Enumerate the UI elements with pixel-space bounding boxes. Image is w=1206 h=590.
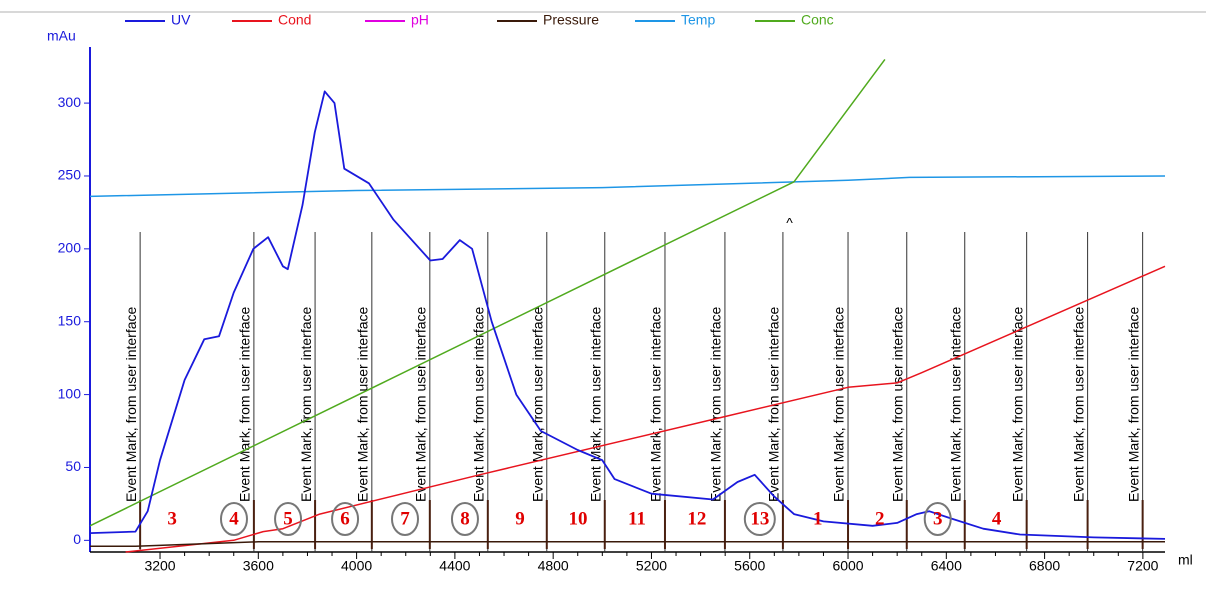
event-label: Event Mark, from user interface [889, 306, 905, 502]
fraction-label: 12 [687, 508, 706, 529]
y-tick-label: 300 [58, 94, 82, 110]
event-label: Event Mark, from user interface [529, 306, 545, 502]
event-label: Event Mark, from user interface [587, 306, 603, 502]
x-axis-label: ml [1178, 552, 1193, 568]
fraction-label: 4 [992, 508, 1002, 529]
event-label: Event Mark, from user interface [471, 306, 487, 502]
event-label: Event Mark, from user interface [298, 306, 314, 502]
event-label: Event Mark, from user interface [123, 306, 139, 502]
x-tick-label: 6400 [931, 558, 962, 574]
event-label: Event Mark, from user interface [237, 306, 253, 502]
series-line [90, 541, 1165, 547]
event-label: Event Mark, from user interface [947, 306, 963, 502]
fraction-circle [274, 502, 303, 536]
y-tick-label: 50 [65, 458, 81, 474]
event-label: Event Mark, from user interface [355, 306, 371, 502]
x-tick-label: 5600 [734, 558, 765, 574]
fraction-circle [391, 502, 420, 536]
fraction-circle [743, 502, 776, 536]
fraction-label: 8 [460, 508, 470, 529]
legend-label: Cond [278, 12, 311, 28]
x-tick-label: 6800 [1029, 558, 1060, 574]
fraction-circle [923, 502, 952, 536]
fraction-label: 9 [515, 508, 525, 529]
fraction-label: 3 [933, 508, 943, 529]
series-line [125, 265, 1166, 553]
event-label: Event Mark, from user interface [831, 306, 847, 502]
fraction-label: 10 [568, 508, 587, 529]
x-tick-label: 3600 [243, 558, 274, 574]
fraction-circle [450, 502, 479, 536]
fraction-label: 4 [229, 508, 239, 529]
x-tick-label: 4400 [439, 558, 470, 574]
legend-label: Conc [801, 12, 834, 28]
event-label: Event Mark, from user interface [708, 306, 724, 502]
fraction-label: 7 [400, 508, 410, 529]
x-tick-label: 4000 [341, 558, 372, 574]
fraction-circle [331, 502, 360, 536]
legend-label: UV [171, 12, 191, 28]
fraction-circle [219, 502, 248, 536]
fraction-label: 6 [340, 508, 350, 529]
fraction-label: 13 [750, 508, 769, 529]
event-label: Event Mark, from user interface [413, 306, 429, 502]
y-tick-label: 0 [73, 531, 81, 547]
fraction-label: 5 [283, 508, 293, 529]
event-label: Event Mark, from user interface [1009, 306, 1025, 502]
legend-label: pH [411, 12, 429, 28]
legend-label: Pressure [543, 12, 599, 28]
series-line [89, 175, 1166, 198]
x-tick-label: 6000 [832, 558, 863, 574]
series-line [89, 90, 1166, 540]
y-tick-label: 250 [58, 167, 82, 183]
y-tick-label: 100 [58, 385, 82, 401]
fraction-label: 3 [167, 508, 177, 529]
x-tick-label: 3200 [144, 558, 175, 574]
event-label: Event Mark, from user interface [648, 306, 664, 502]
x-tick-label: 4800 [538, 558, 569, 574]
y-axis-label: mAu [47, 28, 76, 44]
series-line [89, 58, 886, 527]
event-label: Event Mark, from user interface [1125, 306, 1141, 502]
y-tick-label: 150 [58, 312, 82, 328]
legend-label: Temp [681, 12, 715, 28]
x-tick-label: 7200 [1127, 558, 1158, 574]
fraction-label: 1 [813, 508, 823, 529]
fraction-label: 11 [628, 508, 646, 529]
caret: ^ [786, 215, 793, 231]
x-tick-label: 5200 [636, 558, 667, 574]
event-label: Event Mark, from user interface [1070, 306, 1086, 502]
y-tick-label: 200 [58, 240, 82, 256]
fraction-label: 2 [875, 508, 885, 529]
